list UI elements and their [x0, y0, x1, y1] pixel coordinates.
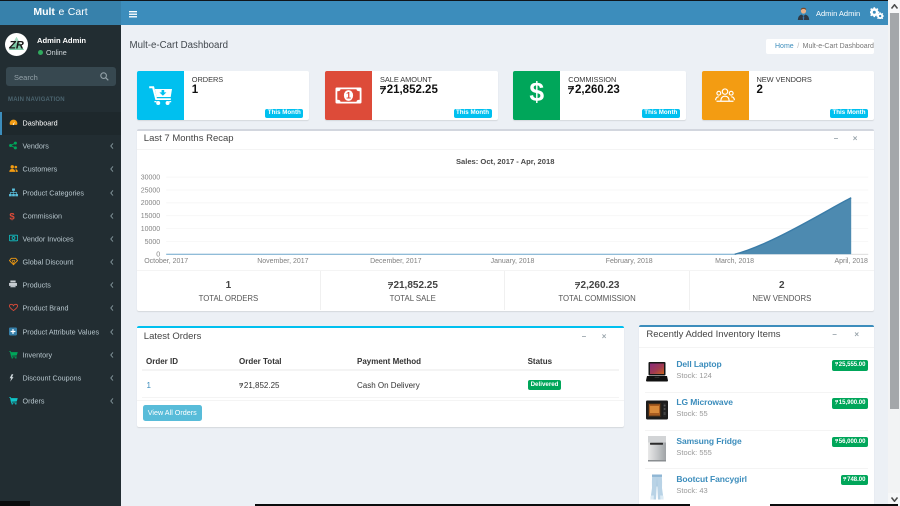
svg-text:5000: 5000 — [144, 239, 160, 246]
svg-text:20000: 20000 — [141, 200, 161, 207]
svg-text:November, 2017: November, 2017 — [257, 258, 308, 265]
svg-text:October, 2017: October, 2017 — [144, 258, 188, 265]
svg-text:15000: 15000 — [141, 213, 161, 220]
svg-text:January, 2018: January, 2018 — [490, 258, 534, 265]
svg-text:30000: 30000 — [141, 174, 161, 181]
svg-text:0: 0 — [156, 251, 160, 258]
svg-text:December, 2017: December, 2017 — [370, 258, 421, 265]
svg-text:April, 2018: April, 2018 — [834, 258, 868, 265]
svg-text:10000: 10000 — [141, 226, 161, 233]
svg-text:1: 1 — [346, 91, 351, 101]
svg-text:February, 2018: February, 2018 — [606, 258, 653, 265]
svg-text:$: $ — [9, 211, 15, 220]
svg-text:ZR: ZR — [8, 40, 24, 52]
svg-text:Sales: Oct, 2017 - Apr, 2018: Sales: Oct, 2017 - Apr, 2018 — [456, 157, 555, 166]
svg-text:25000: 25000 — [141, 187, 161, 194]
svg-text:March, 2018: March, 2018 — [715, 258, 754, 265]
